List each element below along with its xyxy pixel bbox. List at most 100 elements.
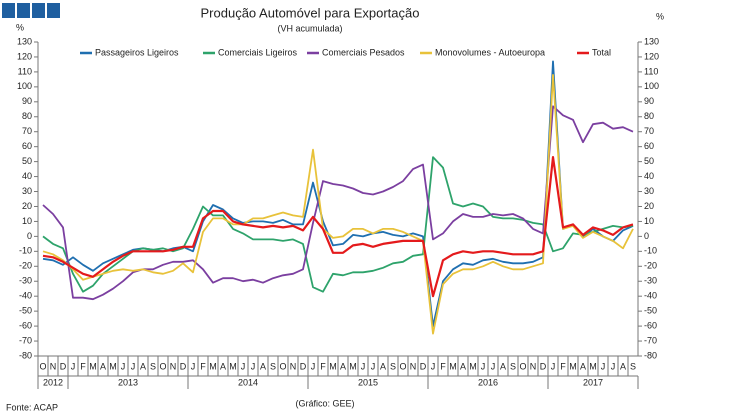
x-tick-label: M: [209, 361, 217, 371]
x-tick-label: A: [460, 361, 466, 371]
y-tick-label: 60: [22, 141, 32, 151]
series-line: [42, 156, 634, 293]
x-tick-label: O: [399, 361, 406, 371]
y2-axis-label: %: [656, 11, 664, 21]
y2-tick-label: 50: [644, 156, 654, 166]
x-tick-label: M: [569, 361, 577, 371]
x-tick-label: J: [311, 361, 316, 371]
y-tick-label: 100: [17, 81, 32, 91]
x-tick-label: O: [519, 361, 526, 371]
y-tick-label: 0: [27, 231, 32, 241]
x-tick-label: J: [371, 361, 376, 371]
x-tick-label: D: [180, 361, 187, 371]
y-axis-label: %: [16, 22, 24, 32]
series-line: [42, 74, 634, 335]
x-tick-label: F: [560, 361, 566, 371]
year-label: 2016: [478, 377, 498, 387]
source: Fonte: ACAP: [6, 402, 58, 412]
y2-tick-label: 10: [644, 216, 654, 226]
y-tick-label: -10: [19, 246, 32, 256]
y2-tick-label: -40: [644, 291, 657, 301]
y-tick-label: 40: [22, 171, 32, 181]
y2-tick-label: -60: [644, 320, 657, 330]
x-tick-label: M: [229, 361, 237, 371]
x-tick-label: J: [431, 361, 436, 371]
x-tick-label: J: [131, 361, 136, 371]
x-tick-label: S: [150, 361, 156, 371]
x-tick-label: J: [251, 361, 256, 371]
y2-tick-label: 60: [644, 141, 654, 151]
x-tick-label: J: [71, 361, 76, 371]
x-tick-label: M: [349, 361, 357, 371]
x-tick-label: J: [191, 361, 196, 371]
y-tick-label: -20: [19, 261, 32, 271]
x-tick-label: A: [140, 361, 146, 371]
series-line: [42, 156, 634, 298]
y-tick-label: -50: [19, 306, 32, 316]
x-tick-label: A: [380, 361, 386, 371]
x-tick-label: A: [620, 361, 626, 371]
x-tick-label: A: [100, 361, 106, 371]
y2-tick-label: -50: [644, 306, 657, 316]
x-tick-label: F: [440, 361, 446, 371]
year-label: 2015: [358, 377, 378, 387]
y-tick-label: 120: [17, 51, 32, 61]
x-tick-label: F: [200, 361, 206, 371]
y-tick-label: 30: [22, 186, 32, 196]
x-tick-label: N: [530, 361, 537, 371]
x-tick-label: O: [279, 361, 286, 371]
y2-tick-label: 110: [644, 66, 658, 76]
legend-label: Comerciais Pesados: [322, 47, 405, 57]
x-tick-label: D: [60, 361, 67, 371]
series-line: [42, 60, 634, 327]
y2-tick-label: 20: [644, 201, 654, 211]
x-tick-label: D: [300, 361, 307, 371]
y-tick-label: 110: [18, 66, 32, 76]
x-tick-label: M: [469, 361, 477, 371]
y-tick-label: -30: [19, 276, 32, 286]
y2-tick-label: 120: [644, 51, 659, 61]
y-tick-label: 130: [17, 36, 32, 46]
y2-tick-label: 80: [644, 111, 654, 121]
x-tick-label: A: [580, 361, 586, 371]
y2-tick-label: 30: [644, 186, 654, 196]
x-tick-label: A: [220, 361, 226, 371]
x-tick-label: J: [481, 361, 486, 371]
x-tick-label: N: [170, 361, 177, 371]
year-label: 2014: [238, 377, 258, 387]
chart-title: Produção Automóvel para Exportação: [201, 5, 420, 20]
x-tick-label: N: [50, 361, 57, 371]
x-tick-label: M: [589, 361, 597, 371]
x-tick-label: S: [390, 361, 396, 371]
x-tick-label: O: [39, 361, 46, 371]
logo-square: [2, 3, 15, 18]
y-tick-label: 90: [22, 96, 32, 106]
year-label: 2013: [118, 377, 138, 387]
y-tick-label: -40: [19, 291, 32, 301]
y2-tick-label: 40: [644, 171, 654, 181]
x-tick-label: N: [410, 361, 417, 371]
y2-tick-label: 100: [644, 81, 659, 91]
y-tick-label: -60: [19, 320, 32, 330]
x-tick-label: M: [109, 361, 117, 371]
legend-label: Total: [592, 47, 611, 57]
y2-tick-label: -70: [644, 335, 657, 345]
x-tick-label: S: [510, 361, 516, 371]
y-tick-label: 50: [22, 156, 32, 166]
y-tick-label: 70: [22, 126, 32, 136]
x-tick-label: A: [260, 361, 266, 371]
y2-tick-label: 0: [644, 231, 649, 241]
x-tick-label: J: [241, 361, 246, 371]
x-tick-label: M: [89, 361, 97, 371]
x-tick-label: N: [290, 361, 297, 371]
y2-tick-label: 90: [644, 96, 654, 106]
x-tick-label: M: [449, 361, 457, 371]
x-tick-label: D: [420, 361, 427, 371]
logo-square: [17, 3, 30, 18]
x-tick-label: J: [601, 361, 606, 371]
legend-label: Monovolumes - Autoeuropa: [435, 47, 545, 57]
x-tick-label: S: [270, 361, 276, 371]
x-tick-label: D: [540, 361, 547, 371]
x-tick-label: J: [361, 361, 366, 371]
